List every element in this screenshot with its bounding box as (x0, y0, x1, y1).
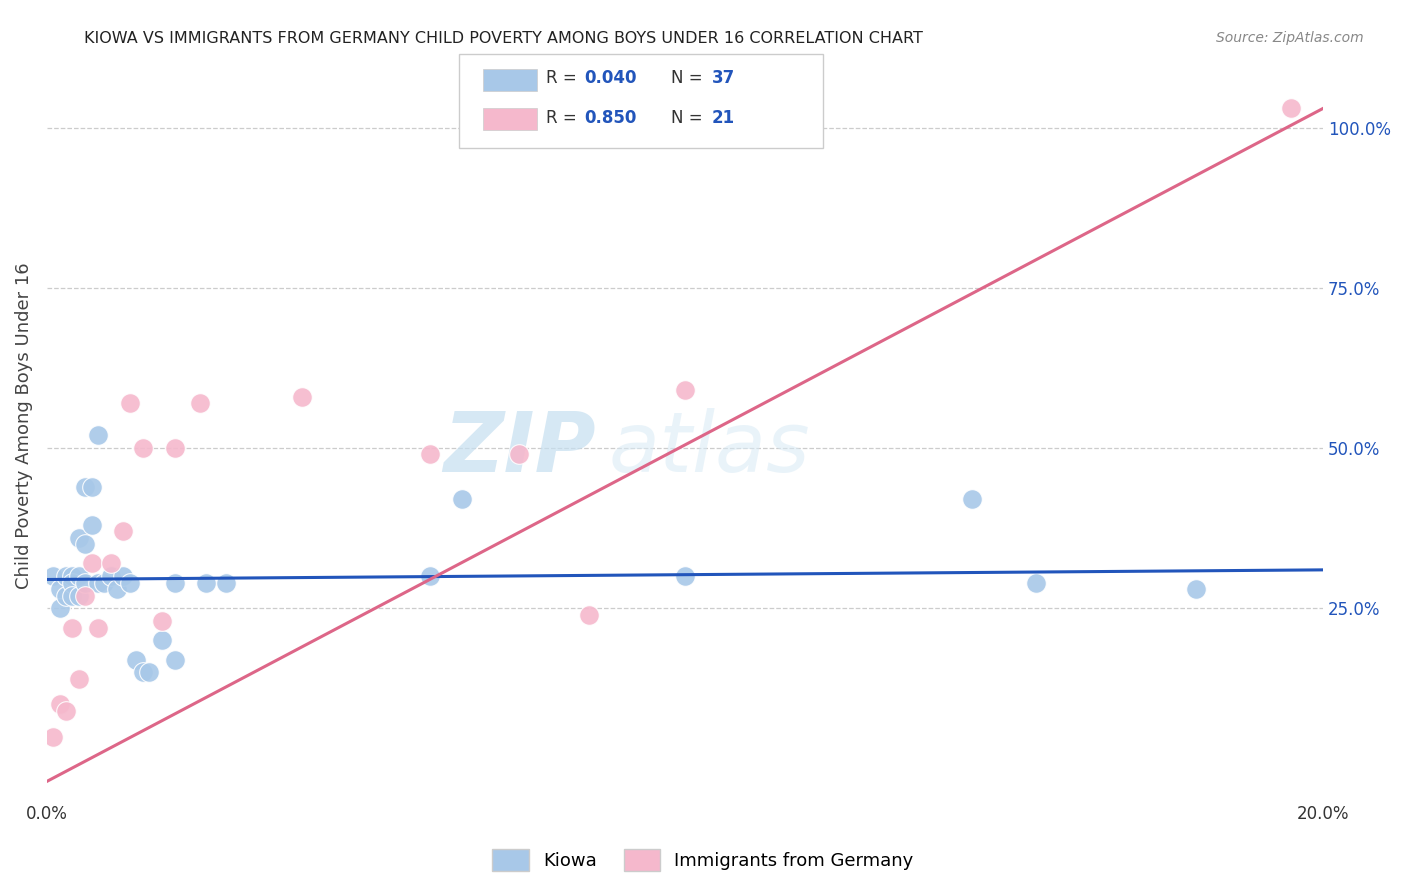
Point (42, 730, 65, 744)
Point (508, 448, 530, 462)
Point (125, 652, 148, 666)
Point (80, 518, 103, 533)
Point (131, 441, 153, 455)
Point (138, 665, 160, 680)
Point (62, 569, 84, 583)
Point (578, 607, 600, 622)
Point (1025, 575, 1047, 590)
Point (419, 569, 441, 583)
Text: ZIP: ZIP (443, 408, 596, 489)
Point (214, 575, 236, 590)
Text: Source: ZipAtlas.com: Source: ZipAtlas.com (1216, 31, 1364, 45)
Point (75, 537, 97, 551)
Text: R =: R = (546, 70, 582, 87)
FancyBboxPatch shape (460, 54, 823, 148)
Point (673, 569, 696, 583)
Text: 21: 21 (711, 109, 735, 128)
Point (67, 531, 90, 545)
Y-axis label: Child Poverty Among Boys Under 16: Child Poverty Among Boys Under 16 (15, 262, 32, 589)
Text: KIOWA VS IMMIGRANTS FROM GERMANY CHILD POVERTY AMONG BOYS UNDER 16 CORRELATION C: KIOWA VS IMMIGRANTS FROM GERMANY CHILD P… (84, 31, 924, 46)
Point (67, 569, 90, 583)
Point (80, 479, 103, 493)
Point (55, 589, 77, 603)
Point (67, 589, 90, 603)
Point (419, 448, 441, 462)
Point (131, 665, 153, 680)
Point (48, 582, 70, 596)
Point (450, 492, 472, 507)
Point (75, 589, 97, 603)
Text: 0.850: 0.850 (583, 109, 637, 128)
FancyBboxPatch shape (484, 108, 537, 130)
Text: R =: R = (546, 109, 582, 128)
Point (673, 384, 696, 398)
Point (62, 589, 84, 603)
Point (118, 396, 141, 410)
Point (87, 428, 110, 442)
Point (291, 390, 314, 404)
Point (55, 704, 77, 718)
Text: N =: N = (671, 70, 707, 87)
Point (1279, 101, 1302, 115)
Point (163, 575, 186, 590)
Point (150, 633, 173, 648)
Point (1184, 582, 1206, 596)
Point (163, 652, 186, 666)
Point (100, 557, 122, 571)
Text: 37: 37 (711, 70, 735, 87)
Point (62, 621, 84, 635)
Point (118, 575, 141, 590)
Text: N =: N = (671, 109, 707, 128)
Point (67, 672, 90, 686)
Point (42, 569, 65, 583)
Point (75, 575, 97, 590)
Point (55, 569, 77, 583)
Point (87, 575, 110, 590)
Text: atlas: atlas (609, 408, 810, 489)
Point (100, 569, 122, 583)
Point (62, 575, 84, 590)
Point (93, 575, 115, 590)
Point (195, 575, 218, 590)
Text: 0.040: 0.040 (583, 70, 637, 87)
Legend: Kiowa, Immigrants from Germany: Kiowa, Immigrants from Germany (485, 842, 921, 879)
Point (163, 441, 186, 455)
Point (150, 614, 173, 628)
Point (960, 492, 983, 507)
FancyBboxPatch shape (484, 69, 537, 91)
Point (105, 582, 128, 596)
Point (112, 524, 135, 539)
Point (48, 698, 70, 712)
Point (188, 396, 211, 410)
Point (48, 601, 70, 615)
Point (75, 479, 97, 493)
Point (87, 621, 110, 635)
Point (80, 557, 103, 571)
Point (112, 569, 135, 583)
